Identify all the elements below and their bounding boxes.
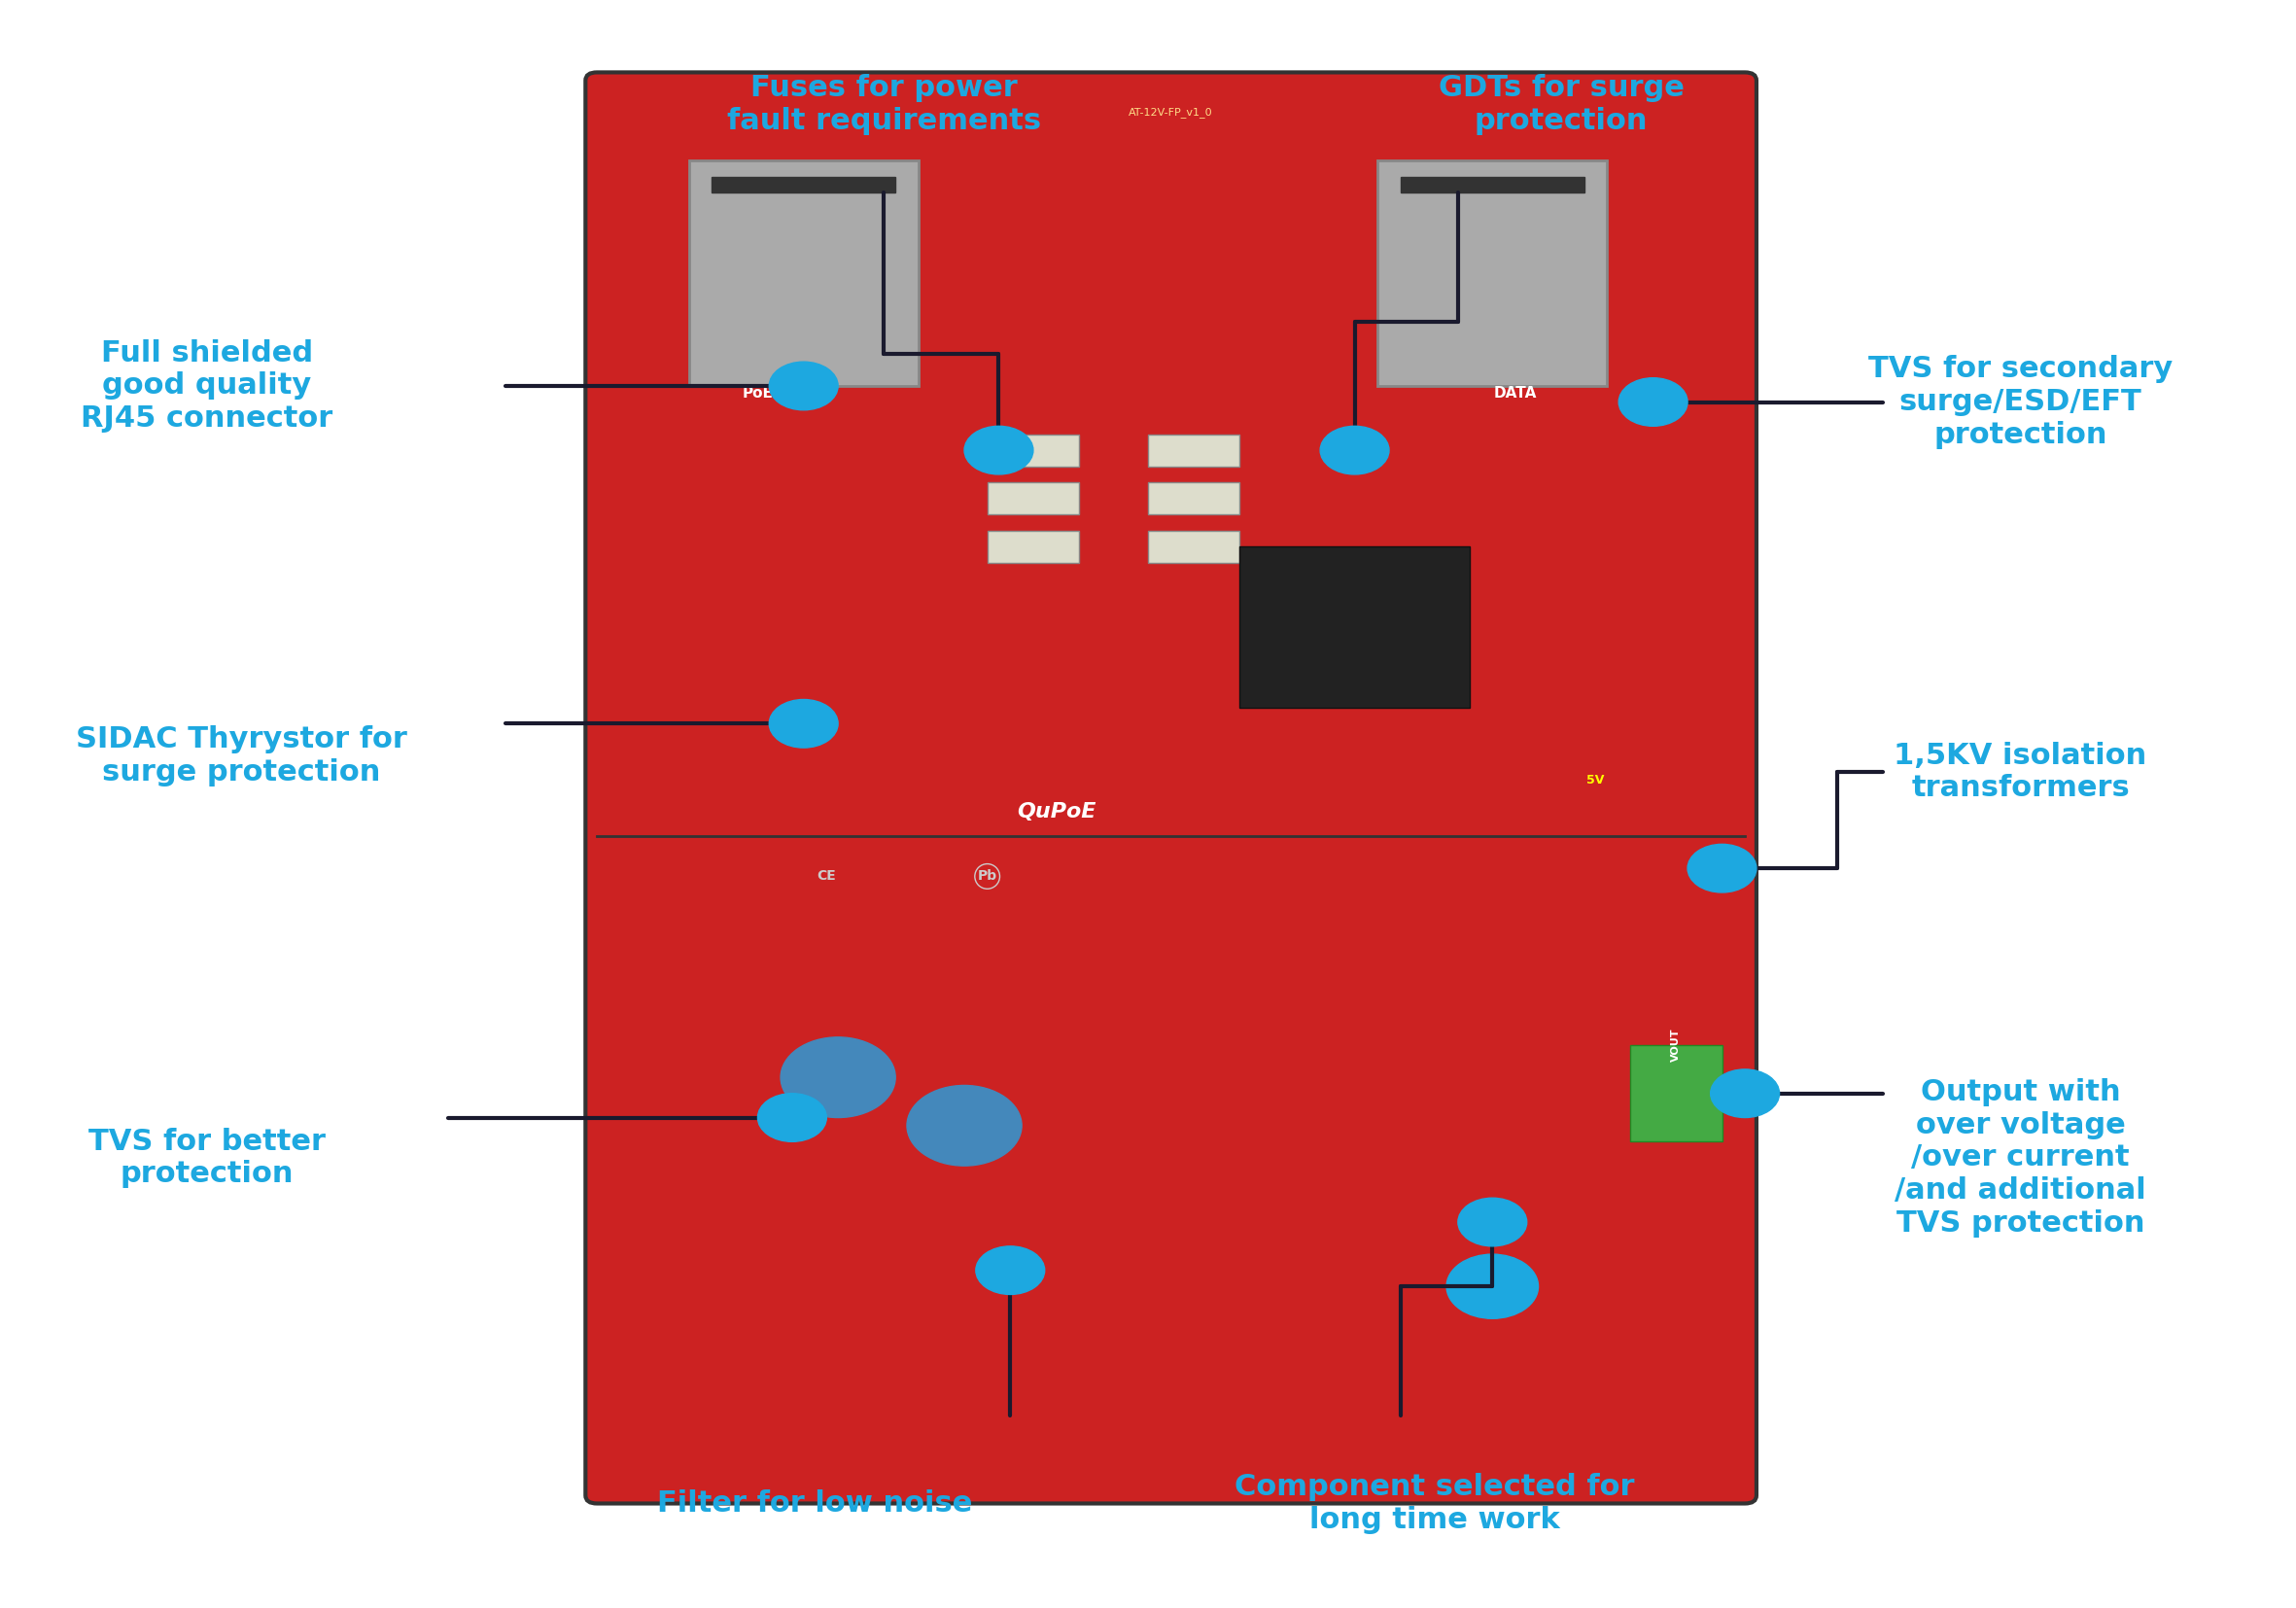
Circle shape: [1619, 378, 1688, 426]
Text: QuPoE: QuPoE: [1017, 802, 1095, 822]
Circle shape: [1458, 1198, 1527, 1246]
FancyBboxPatch shape: [1148, 482, 1240, 515]
Circle shape: [907, 1085, 1022, 1166]
Circle shape: [1711, 1069, 1779, 1118]
Text: VOUT: VOUT: [1671, 1029, 1681, 1061]
Text: TVS for secondary
surge/ESD/EFT
protection: TVS for secondary surge/ESD/EFT protecti…: [1869, 355, 2172, 449]
FancyBboxPatch shape: [689, 161, 918, 386]
FancyBboxPatch shape: [1240, 547, 1469, 708]
FancyBboxPatch shape: [1148, 531, 1240, 563]
Text: Filter for low noise: Filter for low noise: [657, 1489, 974, 1518]
Circle shape: [758, 1093, 827, 1142]
Circle shape: [1446, 1254, 1538, 1319]
Circle shape: [781, 1037, 895, 1118]
Text: Pb: Pb: [978, 870, 996, 883]
Text: 1,5KV isolation
transformers: 1,5KV isolation transformers: [1894, 741, 2147, 802]
FancyBboxPatch shape: [1630, 1045, 1722, 1142]
Text: PoE: PoE: [742, 386, 774, 400]
FancyBboxPatch shape: [712, 177, 895, 193]
Circle shape: [769, 699, 838, 748]
Text: Full shielded
good quality
RJ45 connector: Full shielded good quality RJ45 connecto…: [80, 339, 333, 433]
Circle shape: [769, 362, 838, 410]
FancyBboxPatch shape: [1401, 177, 1584, 193]
Text: SIDAC Thyrystor for
surge protection: SIDAC Thyrystor for surge protection: [76, 725, 406, 786]
FancyBboxPatch shape: [585, 72, 1756, 1503]
Circle shape: [964, 426, 1033, 474]
FancyBboxPatch shape: [987, 531, 1079, 563]
FancyBboxPatch shape: [1378, 161, 1607, 386]
FancyBboxPatch shape: [1148, 434, 1240, 466]
Text: DATA: DATA: [1495, 386, 1536, 400]
FancyBboxPatch shape: [987, 482, 1079, 515]
Text: TVS for better
protection: TVS for better protection: [87, 1127, 326, 1188]
Text: AT-12V-FP_v1_0: AT-12V-FP_v1_0: [1130, 108, 1212, 117]
Text: CE: CE: [817, 870, 836, 883]
Text: GDTs for surge
protection: GDTs for surge protection: [1437, 74, 1685, 135]
Text: Component selected for
long time work: Component selected for long time work: [1235, 1473, 1635, 1534]
Circle shape: [1320, 426, 1389, 474]
Circle shape: [976, 1246, 1045, 1294]
Text: Output with
over voltage
/over current
/and additional
TVS protection: Output with over voltage /over current /…: [1894, 1079, 2147, 1237]
Circle shape: [1688, 844, 1756, 892]
Text: 5V: 5V: [1587, 773, 1605, 786]
FancyBboxPatch shape: [987, 434, 1079, 466]
Text: Fuses for power
fault requirements: Fuses for power fault requirements: [728, 74, 1040, 135]
